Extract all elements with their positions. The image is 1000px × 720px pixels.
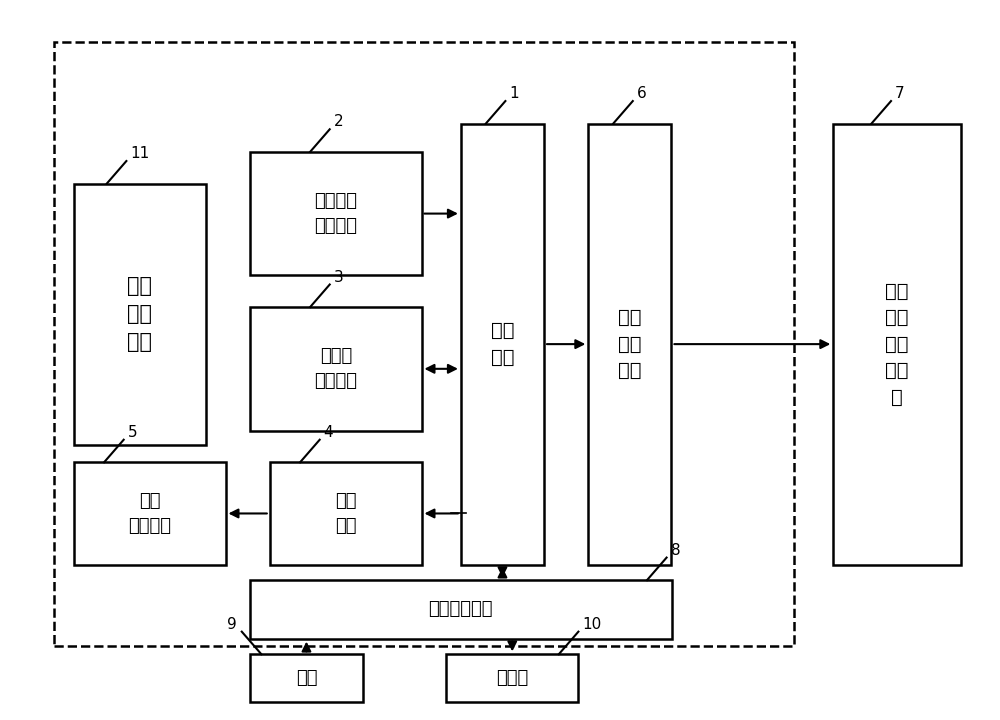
Bar xyxy=(250,307,422,431)
Text: 11: 11 xyxy=(130,146,150,161)
Bar xyxy=(250,152,422,275)
Text: 7: 7 xyxy=(895,86,905,101)
Text: 1: 1 xyxy=(509,86,519,101)
Bar xyxy=(74,184,206,445)
Bar xyxy=(54,42,794,646)
Text: 6: 6 xyxy=(637,86,646,101)
Bar xyxy=(270,462,422,564)
Text: 微型
直流电机: 微型 直流电机 xyxy=(128,492,171,535)
Text: 2: 2 xyxy=(334,114,343,130)
Bar xyxy=(250,580,672,639)
Text: 5: 5 xyxy=(128,425,137,440)
Text: 人机交互接口: 人机交互接口 xyxy=(429,600,493,618)
Text: 8: 8 xyxy=(671,543,680,557)
Bar xyxy=(588,124,671,564)
Text: 3: 3 xyxy=(334,269,343,284)
Text: 超声波
测距模块: 超声波 测距模块 xyxy=(314,347,357,390)
Text: 键盘: 键盘 xyxy=(296,669,317,687)
Bar xyxy=(250,654,363,702)
Text: 显示器: 显示器 xyxy=(496,669,528,687)
Text: 红外
发射
模块: 红外 发射 模块 xyxy=(618,308,642,380)
Text: 驱动
模块: 驱动 模块 xyxy=(335,492,356,535)
Text: 10: 10 xyxy=(582,616,602,631)
Text: 人体红外
检测模块: 人体红外 检测模块 xyxy=(314,192,357,235)
Text: 电视
机红
外接
收模
块: 电视 机红 外接 收模 块 xyxy=(885,282,909,407)
Bar xyxy=(446,654,578,702)
Text: 4: 4 xyxy=(324,425,333,440)
Bar xyxy=(74,462,226,564)
Text: 微控
制器: 微控 制器 xyxy=(491,321,514,367)
Text: 9: 9 xyxy=(227,616,237,631)
Bar xyxy=(461,124,544,564)
Text: 直流
稳压
电源: 直流 稳压 电源 xyxy=(127,276,152,352)
Bar xyxy=(833,124,961,564)
